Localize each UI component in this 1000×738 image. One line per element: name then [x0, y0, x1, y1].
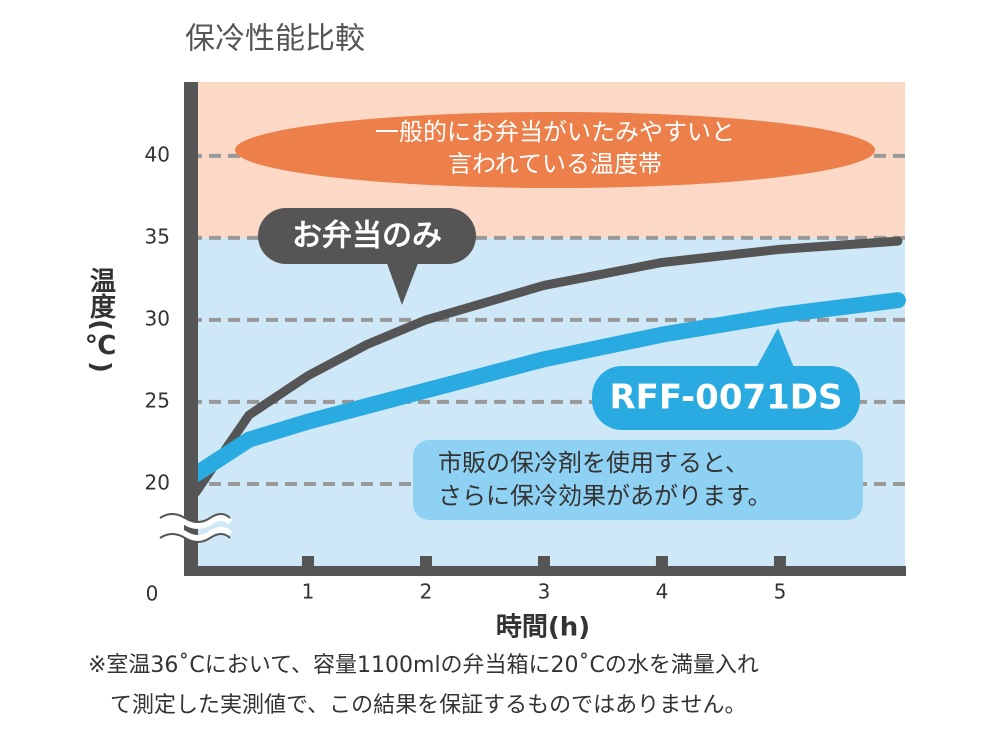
legend-entry: お弁当のみ	[292, 219, 442, 254]
legend-entry: RFF-0071DS	[609, 378, 842, 418]
y-axis	[184, 82, 198, 574]
tick-mark	[537, 556, 550, 568]
callout-pointer	[755, 328, 795, 370]
y-tick-label: 30	[145, 306, 170, 330]
line	[191, 236, 903, 497]
y-tick-label: 25	[145, 388, 170, 412]
danger-zone-text: 一般的にお弁当がいたみやすいと	[375, 118, 735, 146]
x-axis-label: 時間(h)	[496, 613, 590, 643]
x-tick-label: 2	[420, 580, 433, 604]
y-tick-label: 35	[145, 224, 170, 248]
x-tick-label: 3	[538, 580, 551, 604]
x-tick-label: 4	[656, 580, 669, 604]
tick-mark	[419, 556, 432, 568]
tick-mark	[655, 556, 668, 568]
line	[187, 292, 906, 483]
danger-zone-text: 言われている温度帯	[448, 150, 662, 178]
footnote: て測定した実測値で、この結果を保証するものではありません。	[110, 693, 746, 718]
info-text: 市販の保冷剤を使用すると、	[438, 449, 749, 477]
y-tick-label: 20	[145, 470, 170, 494]
axis-break	[158, 515, 233, 541]
series-callout	[592, 366, 860, 430]
footnote: ※室温36˚Cにおいて、容量1100mlの弁当箱に20˚Cの水を満量入れ	[88, 653, 759, 678]
x-origin-label: 0	[146, 582, 159, 606]
danger-zone-bubble	[235, 112, 875, 188]
y-tick-label: 40	[145, 142, 170, 166]
series-callout	[258, 208, 476, 264]
info-box	[413, 440, 863, 520]
tick-mark	[301, 556, 314, 568]
callout-pointer	[385, 258, 420, 305]
x-tick-label: 5	[774, 580, 787, 604]
tick-mark	[773, 556, 786, 568]
chart-title: 保冷性能比較	[185, 22, 365, 57]
y-axis-label: 温度(℃)	[86, 267, 116, 373]
axis-break-outline	[159, 513, 231, 543]
info-text: さらに保冷効果があがります。	[438, 482, 772, 510]
x-axis	[184, 566, 906, 576]
x-tick-label: 1	[302, 580, 315, 604]
